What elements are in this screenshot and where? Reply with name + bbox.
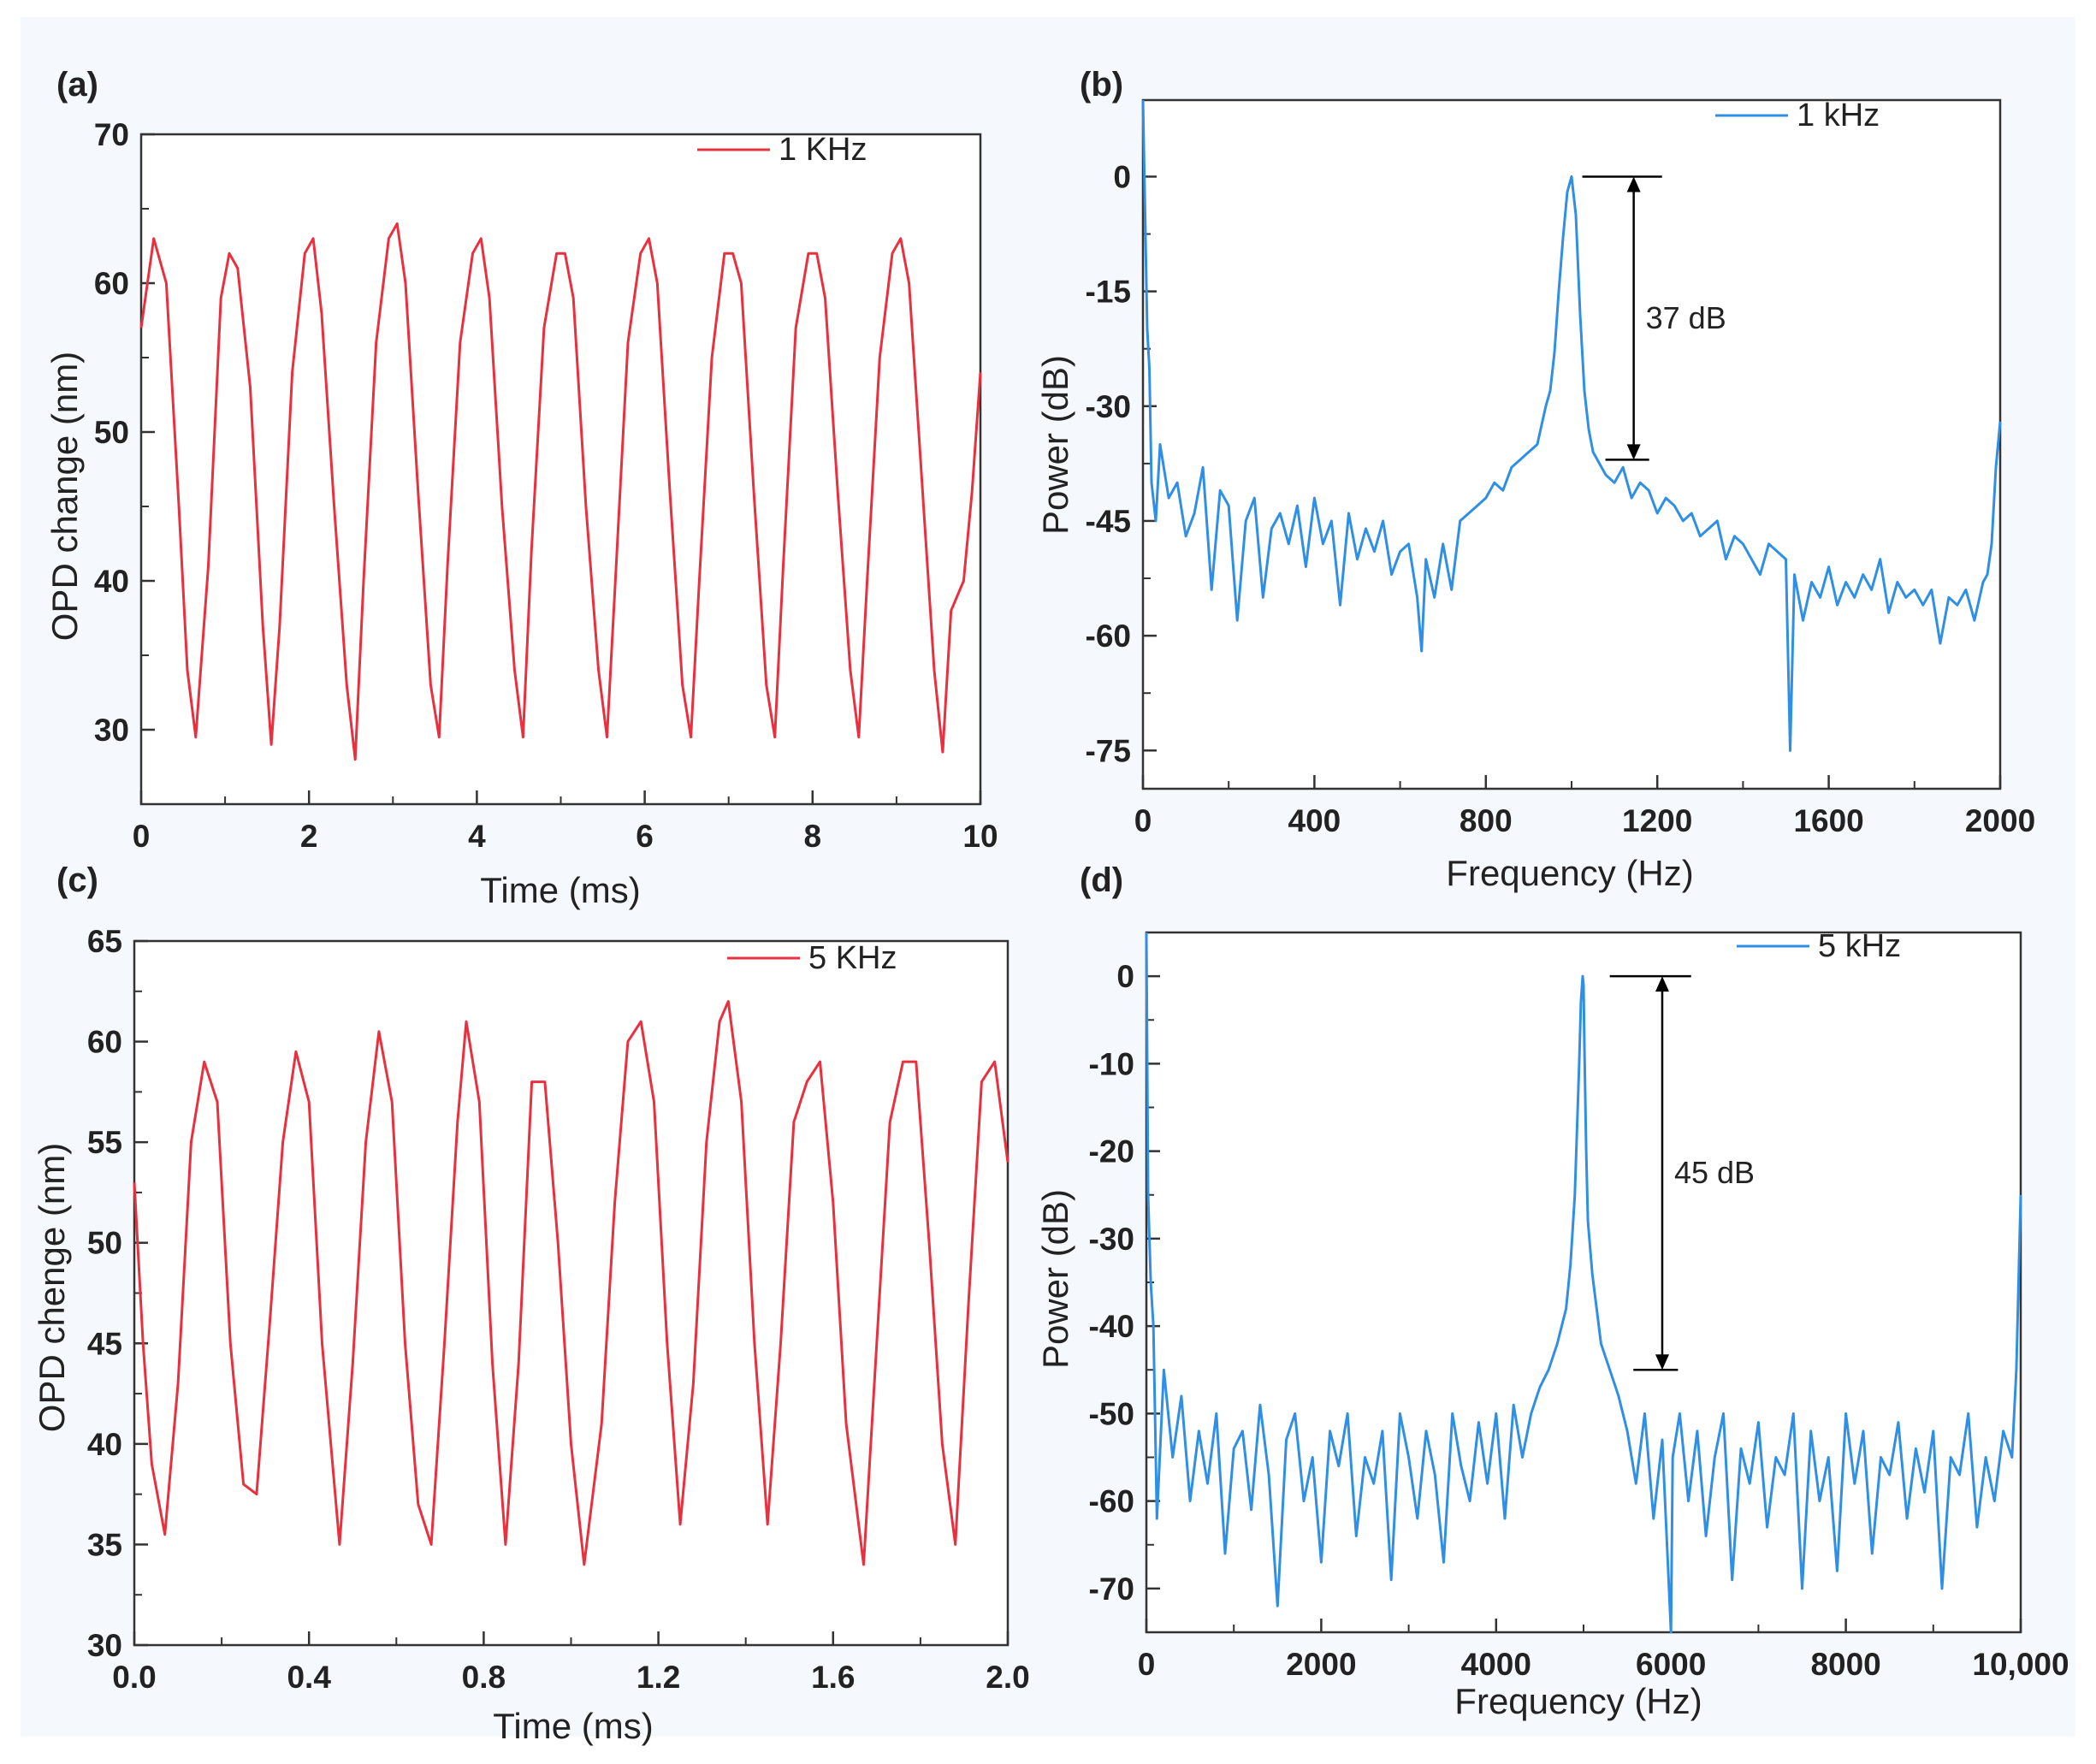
- panel-c-x-tick-label: 0.4: [287, 1660, 331, 1695]
- panel-d-y-tick-label: -40: [1089, 1309, 1134, 1344]
- panel-c: (c) Time (ms) OPD chenge (nm) 0.0 0.4 0.8 1…: [32, 861, 1030, 1746]
- panel-c-y-tick-label: 35: [87, 1527, 122, 1562]
- panel-c-y-tick-label: 55: [87, 1125, 122, 1160]
- panel-c-series-line: [133, 1000, 1010, 1566]
- panel-a-y-tick-label: 40: [94, 564, 129, 599]
- panel-c-plot-area: [133, 939, 1010, 1647]
- panel-b-annotation-arrow-head-bottom: [1626, 444, 1641, 460]
- panel-c-ylabel: OPD chenge (nm): [32, 1143, 72, 1432]
- panel-b-x-tick-label: 1200: [1622, 803, 1692, 838]
- panel-a-plot-area: [139, 133, 982, 806]
- panel-b-plot-area: [1141, 98, 2002, 790]
- panel-a-x-tick-label: 0: [133, 819, 151, 854]
- panel-b-annotation-arrow-head-top: [1626, 176, 1641, 192]
- panel-a-y-tick-label: 60: [94, 266, 129, 301]
- panel-b: (b) Frequency (Hz) Power (dB) 0 400 800 120…: [1035, 66, 2035, 893]
- panel-b-y-tick-label: -60: [1086, 619, 1131, 654]
- panel-b-x-tick-label: 400: [1288, 803, 1341, 838]
- panel-c-legend-label: 5 KHz: [808, 940, 897, 976]
- panel-b-annotation-label: 37 dB: [1646, 300, 1726, 335]
- panel-d-x-tick-label: 6000: [1636, 1647, 1706, 1682]
- panel-c-y-tick-label: 40: [87, 1427, 122, 1462]
- panel-d: (d) Frequency (Hz) Power (dB) 0 2000 4000 6…: [1035, 861, 2069, 1721]
- panel-b-series-line: [1141, 99, 2002, 752]
- panel-c-y-tick-label: 60: [87, 1025, 122, 1060]
- panel-d-x-tick-label: 2000: [1286, 1647, 1356, 1682]
- panel-a-x-tick-label: 8: [804, 819, 822, 854]
- panel-b-x-tick-label: 1600: [1793, 803, 1863, 838]
- panel-d-x-tick-label: 4000: [1461, 1647, 1531, 1682]
- panel-a-x-tick-label: 4: [468, 819, 486, 854]
- panel-a-label: (a): [56, 66, 98, 104]
- panel-b-label: (b): [1080, 66, 1123, 104]
- panel-a-x-tick-label: 2: [300, 819, 318, 854]
- panel-d-ylabel: Power (dB): [1035, 1189, 1075, 1369]
- panel-a-series-line: [139, 222, 982, 761]
- panel-b-xlabel: Frequency (Hz): [1446, 853, 1693, 893]
- panel-a-ylabel: OPD change (nm): [44, 352, 85, 641]
- panel-d-series-line: [1145, 932, 2022, 1634]
- panel-b-ylabel: Power (dB): [1035, 355, 1075, 535]
- panel-d-y-tick-label: -60: [1089, 1484, 1134, 1519]
- panel-b-y-tick-label: -45: [1086, 504, 1131, 539]
- panel-a-y-tick-label: 70: [94, 117, 129, 152]
- panel-a: (a) Time (ms) OPD change (nm) 0 2 4 6 8 10 30 4…: [44, 66, 998, 910]
- panel-a-xlabel: Time (ms): [480, 870, 640, 910]
- panel-b-y-tick-label: 0: [1113, 159, 1131, 194]
- panel-c-y-tick-label: 45: [87, 1326, 122, 1361]
- panel-b-y-tick-label: -15: [1086, 275, 1131, 310]
- panel-a-x-tick-label: 6: [636, 819, 654, 854]
- panel-d-legend-label: 5 kHz: [1818, 928, 1901, 964]
- panel-c-y-tick-label: 50: [87, 1226, 122, 1261]
- panel-d-annotation-arrow-head-bottom: [1655, 1354, 1669, 1370]
- panel-d-y-tick-label: -70: [1089, 1572, 1134, 1607]
- panel-d-y-tick-label: -20: [1089, 1134, 1134, 1169]
- panel-d-y-tick-label: 0: [1116, 959, 1134, 994]
- panel-b-x-tick-label: 2000: [1965, 803, 2035, 838]
- panel-b-x-tick-label: 0: [1134, 803, 1152, 838]
- panel-c-x-tick-label: 2.0: [986, 1660, 1029, 1695]
- panel-d-x-tick-label: 0: [1138, 1647, 1156, 1682]
- panel-d-label: (d): [1080, 861, 1123, 899]
- panel-c-y-tick-label: 65: [87, 924, 122, 959]
- panel-d-x-tick-label: 8000: [1810, 1647, 1880, 1682]
- panel-b-y-tick-label: -75: [1086, 733, 1131, 768]
- panel-c-x-tick-label: 0.0: [112, 1660, 156, 1695]
- panel-c-x-tick-label: 1.2: [636, 1660, 680, 1695]
- panel-d-y-tick-label: -30: [1089, 1222, 1134, 1257]
- panel-c-xlabel: Time (ms): [493, 1706, 653, 1746]
- panel-d-x-tick-label: 10,000: [1972, 1647, 2069, 1682]
- panel-b-x-tick-label: 800: [1460, 803, 1513, 838]
- panel-d-y-tick-label: -50: [1089, 1396, 1134, 1431]
- panel-a-x-tick-label: 10: [962, 819, 998, 854]
- panel-c-x-tick-label: 1.6: [811, 1660, 855, 1695]
- panel-a-y-tick-label: 30: [94, 713, 129, 748]
- panel-d-y-tick-label: -10: [1089, 1046, 1134, 1081]
- panel-c-y-tick-label: 30: [87, 1628, 122, 1663]
- panel-d-xlabel: Frequency (Hz): [1454, 1681, 1702, 1721]
- panel-b-legend-label: 1 kHz: [1797, 98, 1880, 133]
- panel-a-y-tick-label: 50: [94, 415, 129, 450]
- panel-c-x-tick-label: 0.8: [462, 1660, 506, 1695]
- panel-a-legend-label: 1 KHz: [779, 132, 867, 168]
- panel-d-annotation-label: 45 dB: [1674, 1155, 1755, 1190]
- panel-d-annotation-arrow-head-top: [1655, 976, 1669, 992]
- panel-b-y-tick-label: -30: [1086, 389, 1131, 424]
- panel-c-label: (c): [56, 861, 98, 899]
